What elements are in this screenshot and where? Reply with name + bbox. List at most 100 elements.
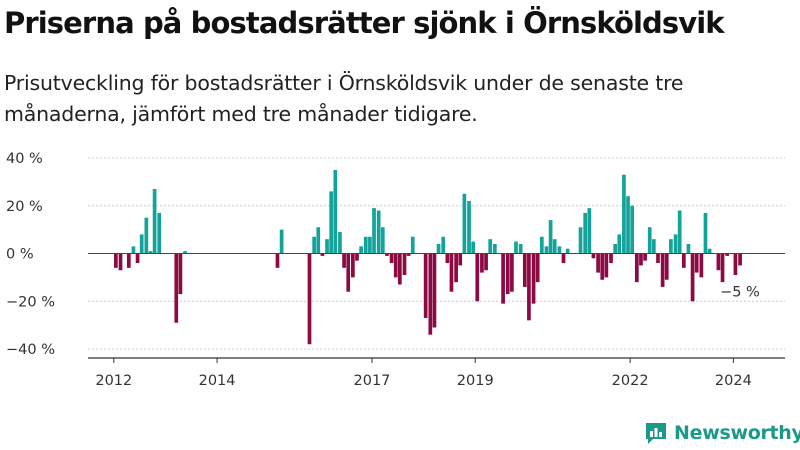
bar <box>152 189 157 254</box>
bar <box>716 253 721 271</box>
bar <box>355 253 359 261</box>
bar <box>131 246 136 254</box>
bar <box>480 253 484 273</box>
y-tick-label: 20 % <box>6 199 43 215</box>
bar <box>501 253 505 304</box>
bar <box>565 248 570 254</box>
y-tick-label: −40 % <box>6 342 55 358</box>
bar <box>686 243 691 254</box>
bar <box>325 239 329 254</box>
bar <box>449 253 454 292</box>
bar <box>699 253 704 278</box>
bar <box>393 253 398 278</box>
bar <box>660 253 665 287</box>
bar <box>578 227 583 254</box>
y-tick-label: 0 % <box>6 247 34 263</box>
bar <box>535 253 540 283</box>
x-tick-label: 2022 <box>612 373 649 389</box>
bar <box>720 253 725 283</box>
bar <box>694 253 699 273</box>
bar <box>475 253 480 302</box>
x-tick-label: 2014 <box>199 373 236 389</box>
bar <box>114 253 118 268</box>
bar <box>320 253 325 256</box>
bar <box>338 232 342 254</box>
bar <box>462 193 467 254</box>
bar <box>583 212 588 254</box>
bar <box>279 229 284 254</box>
bar <box>118 253 123 271</box>
bar <box>596 253 600 273</box>
bar <box>432 253 437 328</box>
bar <box>441 236 446 254</box>
bar <box>126 253 131 268</box>
bar <box>183 251 187 254</box>
bar <box>604 253 609 278</box>
bar <box>312 236 316 254</box>
bar <box>359 246 363 254</box>
bar <box>351 253 355 278</box>
bar <box>402 253 407 275</box>
bar <box>591 253 596 259</box>
bar <box>707 248 712 254</box>
bar <box>703 212 708 254</box>
bar <box>454 253 458 283</box>
newsworthy-logo: Newsworthy <box>644 419 800 447</box>
y-tick-label: 40 % <box>6 151 43 167</box>
bar <box>445 253 450 264</box>
bar <box>557 246 562 254</box>
bar <box>643 253 647 261</box>
bar <box>385 253 389 256</box>
bar <box>626 196 630 254</box>
chart-title: Priserna på bostadsrätter sjönk i Örnskö… <box>4 6 725 40</box>
bar <box>157 212 162 254</box>
bar <box>275 253 280 268</box>
bar <box>548 220 553 254</box>
bar <box>531 253 536 304</box>
chart-subtitle: Prisutveckling för bostadsrätter i Örnsk… <box>4 71 684 126</box>
bar <box>561 253 566 264</box>
x-tick-label: 2019 <box>457 373 494 389</box>
bar <box>428 253 433 335</box>
bar <box>510 253 514 292</box>
bar <box>467 200 471 254</box>
bar <box>544 246 549 254</box>
bar <box>488 239 493 254</box>
newsworthy-logo-icon <box>646 423 666 444</box>
x-tick-label: 2024 <box>715 373 752 389</box>
bar <box>380 227 385 254</box>
bar <box>389 253 394 264</box>
bar <box>492 243 497 254</box>
bar <box>174 253 179 323</box>
bar <box>144 217 149 254</box>
bar <box>725 253 730 256</box>
bar <box>135 253 140 264</box>
bar <box>307 253 312 345</box>
bar <box>647 227 652 254</box>
last-value-label: −5 % <box>720 284 760 300</box>
bar <box>410 236 415 254</box>
bar <box>514 241 518 254</box>
bar <box>397 253 402 285</box>
bar <box>539 236 544 254</box>
bar <box>587 208 592 254</box>
bar <box>148 251 153 254</box>
bar <box>518 243 523 254</box>
bar <box>690 253 695 302</box>
bar <box>484 253 488 271</box>
bar <box>458 253 463 266</box>
bar <box>664 253 669 280</box>
bar <box>346 253 351 292</box>
bar <box>656 253 660 264</box>
bar <box>652 239 656 254</box>
bar <box>639 253 643 266</box>
bar <box>609 253 613 264</box>
bar <box>681 253 686 268</box>
bar <box>342 253 346 268</box>
bar <box>613 243 617 254</box>
bar <box>471 241 476 254</box>
bar <box>178 253 183 295</box>
bar <box>738 253 742 266</box>
bar <box>669 239 673 254</box>
